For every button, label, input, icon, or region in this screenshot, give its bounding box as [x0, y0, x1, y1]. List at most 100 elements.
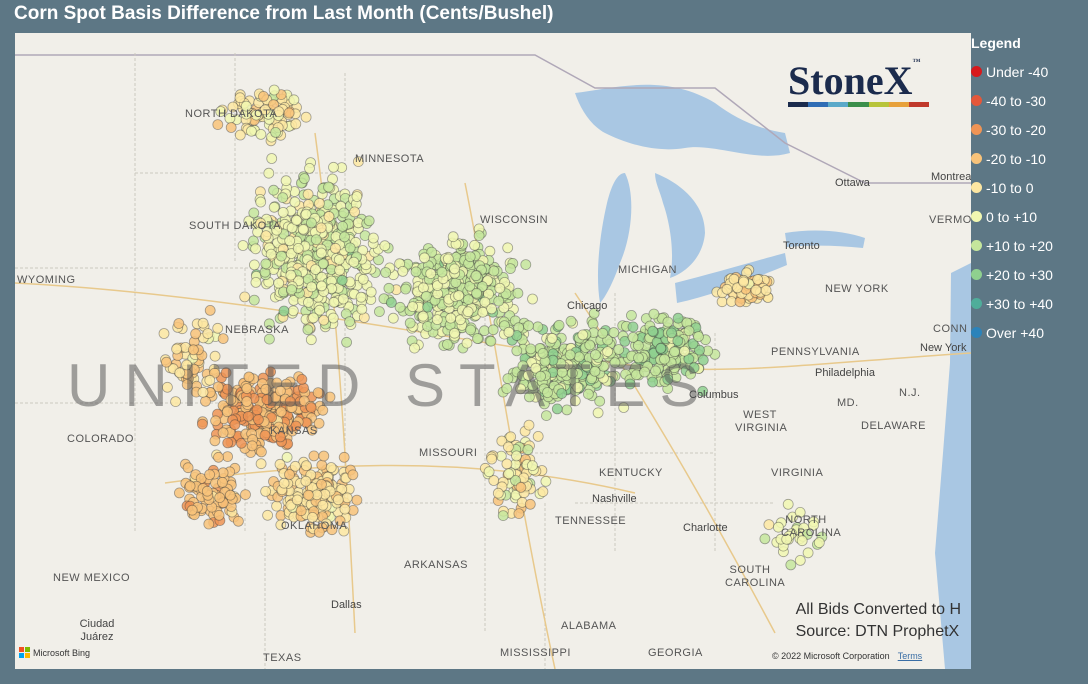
bid-point[interactable] [409, 342, 420, 354]
bid-point[interactable] [564, 349, 576, 361]
bid-point[interactable] [583, 388, 594, 400]
bid-point[interactable] [462, 294, 474, 306]
bid-point[interactable] [542, 387, 553, 398]
bid-point[interactable] [476, 281, 488, 292]
bid-point[interactable] [721, 283, 733, 295]
bid-point[interactable] [300, 208, 312, 220]
bid-point[interactable] [782, 498, 794, 510]
bid-point[interactable] [284, 469, 295, 480]
bid-point[interactable] [271, 500, 283, 512]
bid-point[interactable] [337, 220, 348, 232]
bid-point[interactable] [577, 329, 589, 341]
bid-point[interactable] [289, 460, 301, 472]
bid-point[interactable] [523, 320, 534, 332]
bid-point[interactable] [313, 417, 325, 429]
bid-point[interactable] [316, 478, 327, 490]
bid-point[interactable] [263, 318, 275, 330]
bid-point[interactable] [263, 333, 275, 345]
bid-point[interactable] [532, 321, 544, 333]
bid-point[interactable] [379, 240, 391, 252]
bid-point[interactable] [469, 239, 481, 251]
bid-point[interactable] [483, 466, 495, 478]
bid-point[interactable] [255, 129, 267, 140]
bid-point[interactable] [300, 460, 312, 472]
bid-point[interactable] [265, 366, 277, 378]
bid-point[interactable] [339, 503, 351, 515]
bid-point[interactable] [306, 424, 318, 436]
bid-point[interactable] [316, 280, 328, 292]
bid-point[interactable] [613, 344, 625, 355]
bid-point[interactable] [497, 510, 509, 522]
bid-point[interactable] [492, 487, 504, 499]
bid-point[interactable] [221, 406, 233, 418]
bid-points[interactable] [158, 84, 828, 571]
bid-point[interactable] [679, 345, 690, 357]
bid-point[interactable] [716, 296, 728, 308]
bid-point[interactable] [608, 327, 620, 338]
bid-point[interactable] [210, 415, 222, 427]
bid-point[interactable] [683, 325, 695, 337]
bid-point[interactable] [278, 305, 290, 317]
bid-point[interactable] [222, 451, 234, 463]
bid-point[interactable] [647, 325, 659, 337]
bid-point[interactable] [464, 280, 476, 292]
bid-point[interactable] [225, 122, 237, 133]
bid-point[interactable] [763, 519, 775, 531]
bid-point[interactable] [592, 407, 604, 419]
bid-point[interactable] [214, 492, 226, 504]
bid-point[interactable] [431, 314, 443, 326]
bid-point[interactable] [315, 222, 327, 234]
bid-point[interactable] [589, 365, 601, 377]
bid-point[interactable] [527, 460, 538, 472]
bid-point[interactable] [273, 277, 285, 289]
bid-point[interactable] [501, 458, 513, 470]
bid-point[interactable] [307, 312, 319, 324]
bid-point[interactable] [357, 273, 369, 285]
legend-item[interactable]: 0 to +10 [971, 202, 1086, 231]
bid-point[interactable] [240, 489, 251, 501]
bid-point[interactable] [422, 301, 434, 313]
bid-point[interactable] [597, 327, 609, 339]
bid-point[interactable] [229, 419, 241, 431]
bid-point[interactable] [750, 284, 762, 296]
bid-point[interactable] [553, 319, 565, 331]
bid-point[interactable] [248, 259, 260, 271]
bid-point[interactable] [397, 265, 409, 277]
bid-point[interactable] [672, 335, 684, 347]
bid-point[interactable] [274, 458, 286, 470]
bid-point[interactable] [224, 489, 236, 501]
bid-point[interactable] [278, 477, 290, 489]
basis-map[interactable]: UNITED STATES NORTH DAKOTA SOUTH DAKOTA … [15, 33, 971, 669]
bid-point[interactable] [334, 515, 346, 527]
legend-item[interactable]: -40 to -30 [971, 86, 1086, 115]
bing-attribution[interactable]: Microsoft Bing [19, 647, 90, 658]
bid-point[interactable] [248, 207, 260, 219]
bid-point[interactable] [383, 282, 395, 294]
bid-point[interactable] [212, 381, 224, 393]
bid-point[interactable] [504, 263, 516, 275]
bid-point[interactable] [283, 107, 295, 119]
bid-point[interactable] [317, 404, 329, 416]
legend-item[interactable]: +30 to +40 [971, 289, 1086, 318]
bid-point[interactable] [260, 230, 272, 242]
bid-point[interactable] [462, 306, 474, 318]
bid-point[interactable] [280, 378, 292, 390]
bid-point[interactable] [333, 254, 345, 266]
bid-point[interactable] [624, 378, 636, 390]
bid-point[interactable] [486, 453, 498, 465]
bid-point[interactable] [275, 406, 287, 418]
bid-point[interactable] [505, 431, 517, 443]
bid-point[interactable] [277, 206, 289, 218]
bid-point[interactable] [348, 256, 360, 268]
bid-point[interactable] [337, 293, 349, 305]
bid-point[interactable] [650, 365, 661, 377]
bid-point[interactable] [312, 387, 324, 399]
bid-point[interactable] [289, 196, 301, 208]
bid-point[interactable] [316, 459, 328, 471]
bid-point[interactable] [513, 508, 525, 520]
bid-point[interactable] [502, 373, 514, 385]
bid-point[interactable] [493, 295, 505, 307]
bid-point[interactable] [619, 335, 631, 347]
bid-point[interactable] [659, 353, 670, 365]
legend-item[interactable]: -10 to 0 [971, 173, 1086, 202]
